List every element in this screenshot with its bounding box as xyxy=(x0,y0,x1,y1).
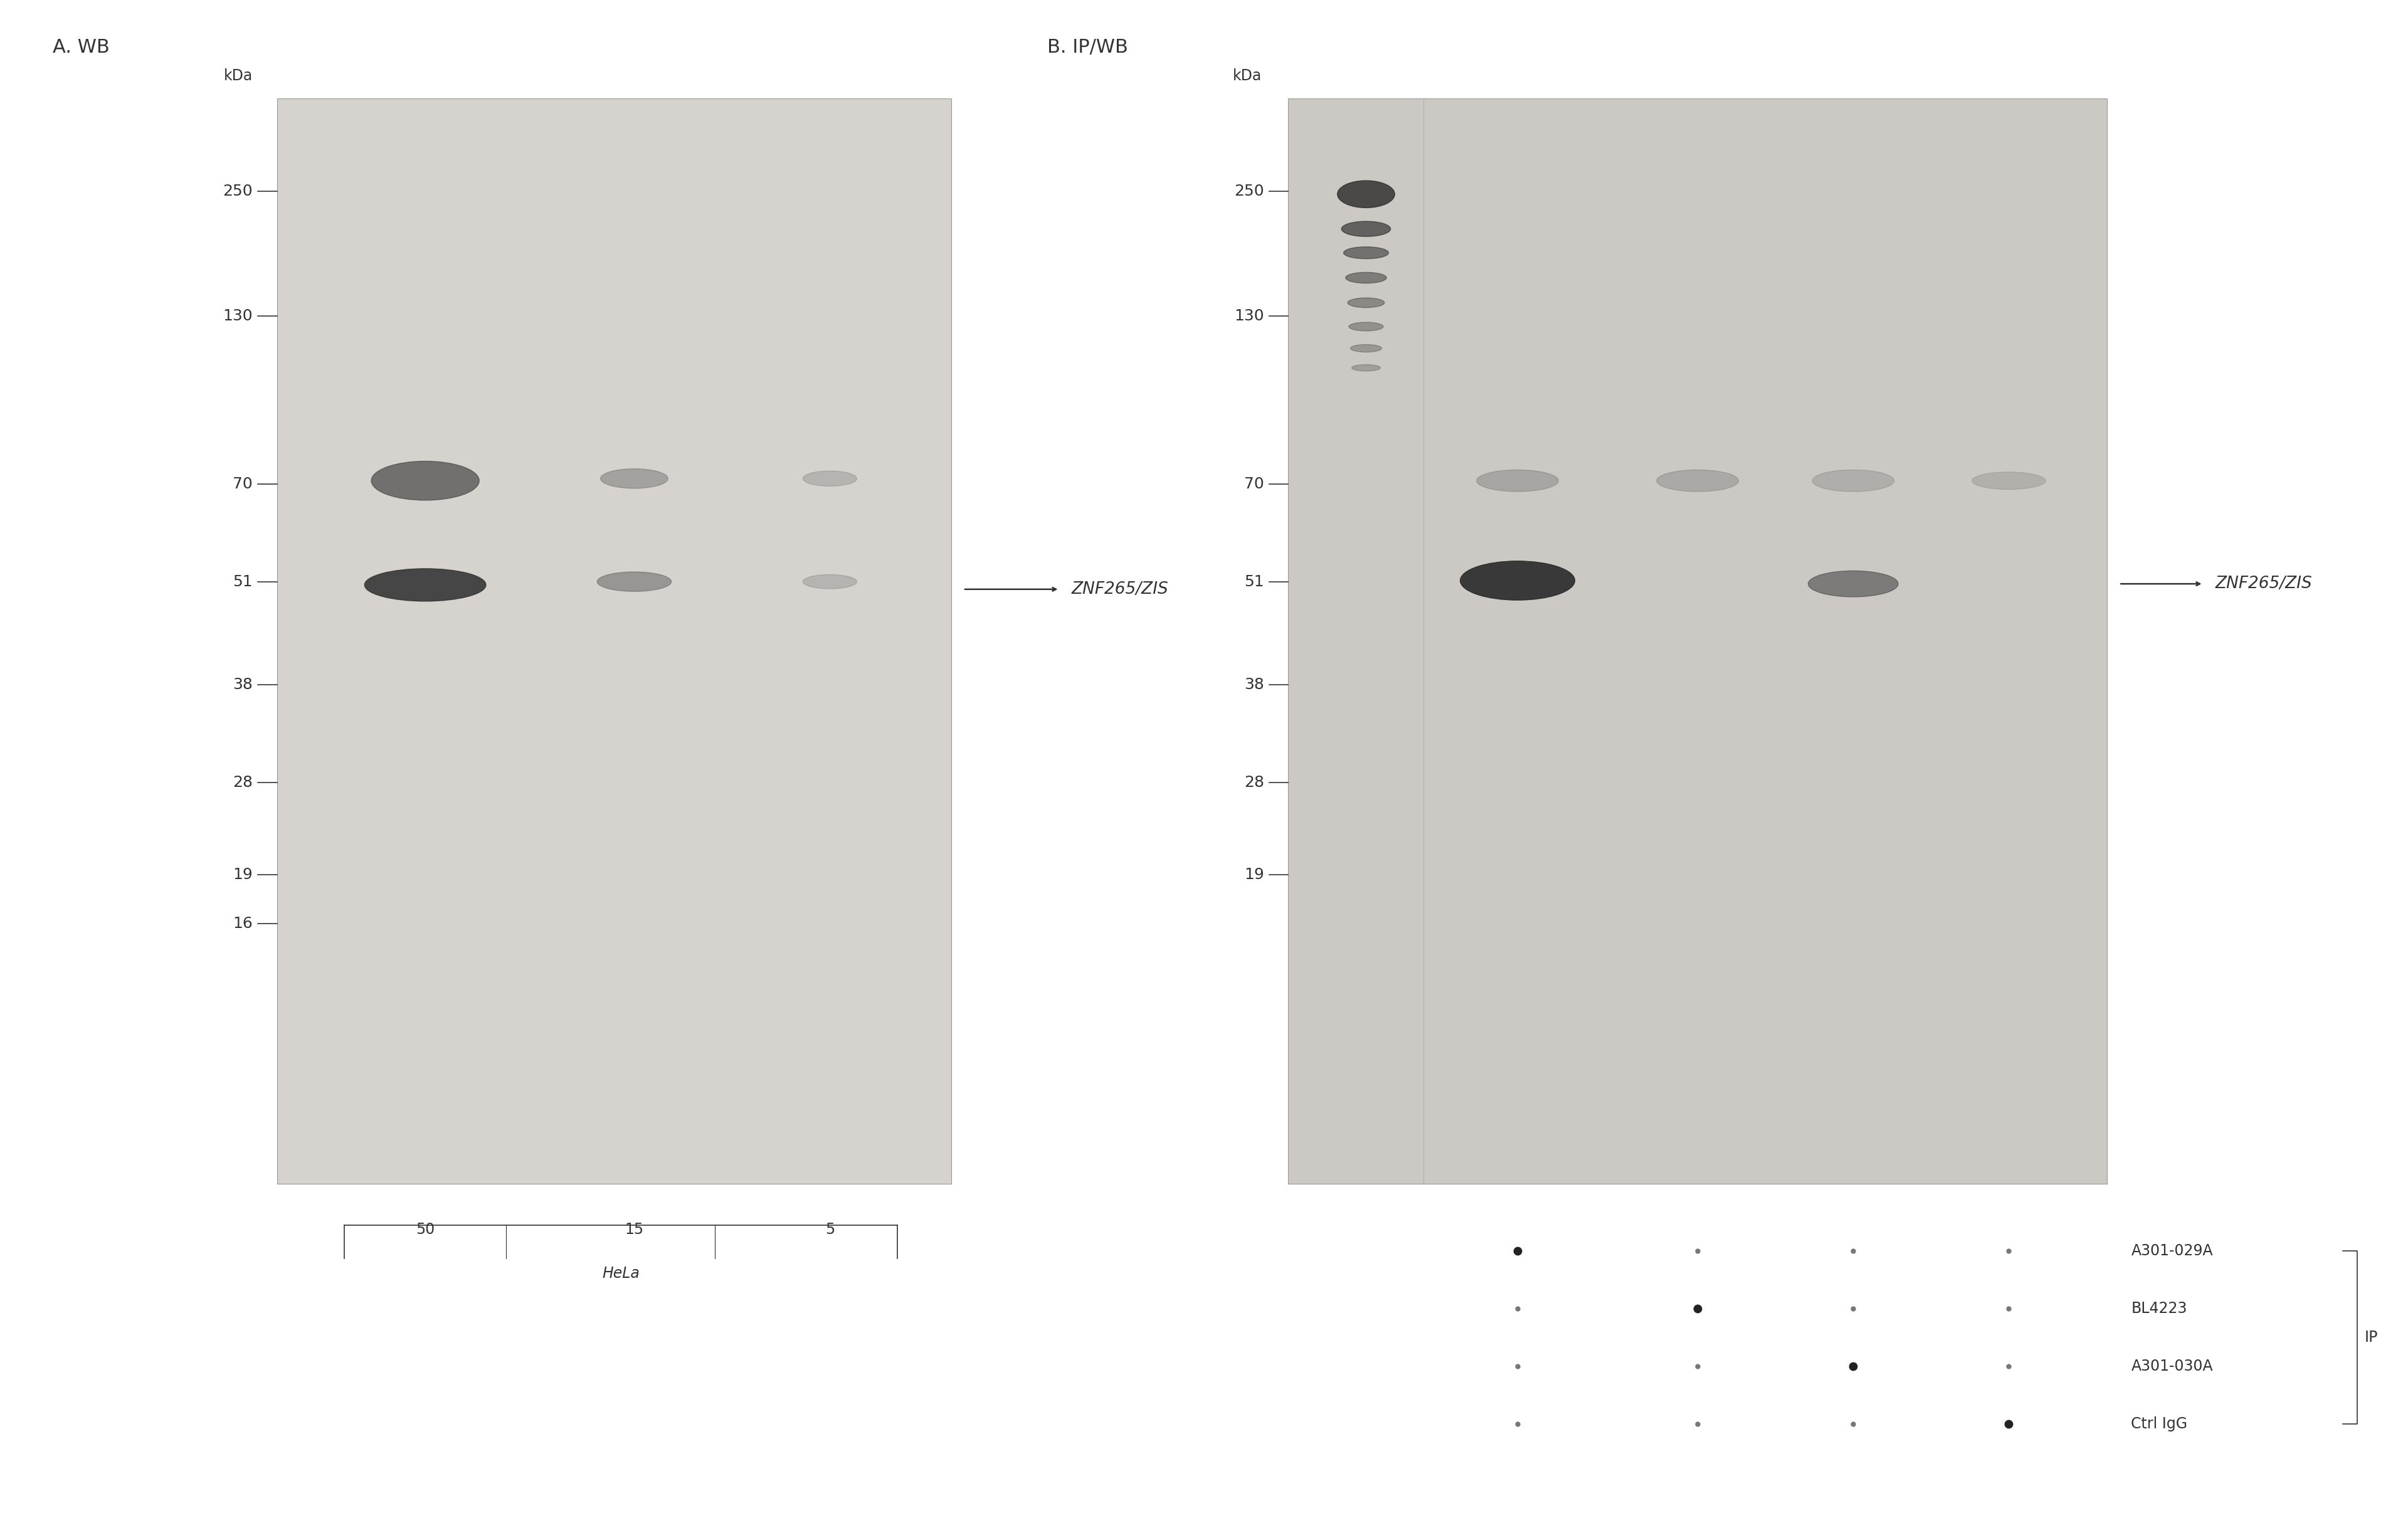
Text: 15: 15 xyxy=(624,1222,643,1237)
Text: BL4223: BL4223 xyxy=(2131,1301,2186,1316)
Ellipse shape xyxy=(802,471,857,486)
Text: 16: 16 xyxy=(234,915,253,931)
Text: kDa: kDa xyxy=(1233,68,1262,83)
Ellipse shape xyxy=(1351,345,1382,352)
Bar xyxy=(1288,99,2107,1184)
Ellipse shape xyxy=(1476,471,1558,492)
Ellipse shape xyxy=(364,569,486,601)
Ellipse shape xyxy=(597,572,672,592)
Ellipse shape xyxy=(1346,272,1387,284)
Text: 51: 51 xyxy=(234,574,253,589)
Text: ZNF265/ZIS: ZNF265/ZIS xyxy=(2215,575,2312,592)
Text: 5: 5 xyxy=(826,1222,836,1237)
Ellipse shape xyxy=(802,575,857,589)
Text: 250: 250 xyxy=(224,184,253,199)
Text: 70: 70 xyxy=(1245,477,1264,492)
Text: 19: 19 xyxy=(1245,867,1264,882)
Ellipse shape xyxy=(1351,364,1380,370)
Text: A301-029A: A301-029A xyxy=(2131,1243,2213,1258)
Text: 130: 130 xyxy=(1235,308,1264,323)
Text: 19: 19 xyxy=(234,867,253,882)
Text: 130: 130 xyxy=(224,308,253,323)
Text: IP: IP xyxy=(2365,1330,2379,1345)
Text: B. IP/WB: B. IP/WB xyxy=(1047,38,1129,56)
Text: ZNF265/ZIS: ZNF265/ZIS xyxy=(1072,581,1168,598)
Ellipse shape xyxy=(1972,472,2047,489)
Text: 28: 28 xyxy=(234,774,253,789)
Ellipse shape xyxy=(1341,222,1392,237)
Ellipse shape xyxy=(371,461,479,501)
Text: 51: 51 xyxy=(1245,574,1264,589)
Text: A. WB: A. WB xyxy=(53,38,111,56)
Bar xyxy=(277,99,951,1184)
Text: 250: 250 xyxy=(1235,184,1264,199)
Text: A301-030A: A301-030A xyxy=(2131,1359,2213,1374)
Ellipse shape xyxy=(1344,247,1389,258)
Text: 38: 38 xyxy=(1245,677,1264,692)
Text: 38: 38 xyxy=(234,677,253,692)
Text: 50: 50 xyxy=(417,1222,436,1237)
Ellipse shape xyxy=(1808,571,1898,597)
Text: Ctrl IgG: Ctrl IgG xyxy=(2131,1416,2186,1431)
Ellipse shape xyxy=(1657,471,1739,492)
Text: 28: 28 xyxy=(1245,774,1264,789)
Ellipse shape xyxy=(1336,181,1394,208)
Text: kDa: kDa xyxy=(224,68,253,83)
Ellipse shape xyxy=(1348,322,1382,331)
Ellipse shape xyxy=(1813,471,1895,492)
Ellipse shape xyxy=(1459,562,1575,600)
Text: HeLa: HeLa xyxy=(602,1266,641,1281)
Text: 70: 70 xyxy=(234,477,253,492)
Ellipse shape xyxy=(600,469,667,489)
Ellipse shape xyxy=(1348,298,1385,308)
